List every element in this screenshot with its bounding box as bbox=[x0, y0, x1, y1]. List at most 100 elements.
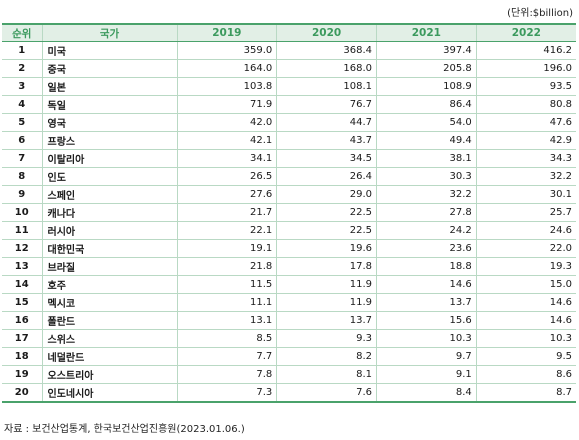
value-cell-2020: 368.4 bbox=[276, 41, 377, 60]
country-cell: 멕시코 bbox=[41, 293, 177, 312]
value-cell-2020: 9.3 bbox=[276, 329, 377, 348]
table-row: 1 미국 359.0 368.4 397.4 416.2 bbox=[2, 41, 576, 60]
value-cell-2019: 21.8 bbox=[176, 257, 277, 276]
value-cell-2021: 14.6 bbox=[376, 275, 477, 294]
value-cell-2020: 11.9 bbox=[276, 275, 377, 294]
header-year-2019: 2019 bbox=[176, 23, 277, 42]
value-cell-2021: 10.3 bbox=[376, 329, 477, 348]
rank-cell: 2 bbox=[2, 59, 42, 78]
value-cell-2020: 34.5 bbox=[276, 149, 377, 168]
value-cell-2022: 93.5 bbox=[475, 77, 576, 96]
value-cell-2022: 47.6 bbox=[475, 113, 576, 132]
value-cell-2022: 416.2 bbox=[475, 41, 576, 60]
unit-label: (단위:$billion) bbox=[507, 8, 573, 19]
value-cell-2020: 8.1 bbox=[276, 365, 377, 384]
rank-cell: 9 bbox=[2, 185, 42, 204]
value-cell-2021: 13.7 bbox=[376, 293, 477, 312]
value-cell-2020: 11.9 bbox=[276, 293, 377, 312]
country-cell: 프랑스 bbox=[41, 131, 177, 150]
value-cell-2020: 22.5 bbox=[276, 203, 377, 222]
value-cell-2019: 359.0 bbox=[176, 41, 277, 60]
value-cell-2019: 7.8 bbox=[176, 365, 277, 384]
table-row: 20 인도네시아 7.3 7.6 8.4 8.7 bbox=[2, 383, 576, 403]
value-cell-2021: 397.4 bbox=[376, 41, 477, 60]
value-cell-2020: 108.1 bbox=[276, 77, 377, 96]
table-row: 15 멕시코 11.1 11.9 13.7 14.6 bbox=[2, 293, 576, 312]
value-cell-2021: 15.6 bbox=[376, 311, 477, 330]
value-cell-2021: 30.3 bbox=[376, 167, 477, 186]
value-cell-2021: 18.8 bbox=[376, 257, 477, 276]
value-cell-2020: 44.7 bbox=[276, 113, 377, 132]
table-row: 10 캐나다 21.7 22.5 27.8 25.7 bbox=[2, 203, 576, 222]
header-year-2022: 2022 bbox=[475, 23, 576, 42]
header-year-2020: 2020 bbox=[276, 23, 377, 42]
value-cell-2020: 26.4 bbox=[276, 167, 377, 186]
value-cell-2019: 22.1 bbox=[176, 221, 277, 240]
table-row: 7 이탈리아 34.1 34.5 38.1 34.3 bbox=[2, 149, 576, 168]
value-cell-2019: 26.5 bbox=[176, 167, 277, 186]
value-cell-2021: 54.0 bbox=[376, 113, 477, 132]
rank-cell: 18 bbox=[2, 347, 42, 366]
rank-cell: 19 bbox=[2, 365, 42, 384]
table-row: 16 폴란드 13.1 13.7 15.6 14.6 bbox=[2, 311, 576, 330]
value-cell-2021: 38.1 bbox=[376, 149, 477, 168]
header-country: 국가 bbox=[41, 23, 177, 42]
country-cell: 대한민국 bbox=[41, 239, 177, 258]
value-cell-2019: 164.0 bbox=[176, 59, 277, 78]
country-cell: 스위스 bbox=[41, 329, 177, 348]
value-cell-2022: 24.6 bbox=[475, 221, 576, 240]
country-cell: 독일 bbox=[41, 95, 177, 114]
rank-cell: 8 bbox=[2, 167, 42, 186]
table-row: 14 호주 11.5 11.9 14.6 15.0 bbox=[2, 275, 576, 294]
value-cell-2019: 103.8 bbox=[176, 77, 277, 96]
country-cell: 오스트리아 bbox=[41, 365, 177, 384]
value-cell-2020: 19.6 bbox=[276, 239, 377, 258]
value-cell-2021: 32.2 bbox=[376, 185, 477, 204]
value-cell-2022: 14.6 bbox=[475, 293, 576, 312]
table-row: 11 러시아 22.1 22.5 24.2 24.6 bbox=[2, 221, 576, 240]
value-cell-2022: 10.3 bbox=[475, 329, 576, 348]
country-cell: 네덜란드 bbox=[41, 347, 177, 366]
value-cell-2019: 27.6 bbox=[176, 185, 277, 204]
table-row: 9 스페인 27.6 29.0 32.2 30.1 bbox=[2, 185, 576, 204]
value-cell-2020: 76.7 bbox=[276, 95, 377, 114]
value-cell-2019: 8.5 bbox=[176, 329, 277, 348]
value-cell-2022: 25.7 bbox=[475, 203, 576, 222]
table-row: 18 네덜란드 7.7 8.2 9.7 9.5 bbox=[2, 347, 576, 366]
table-row: 19 오스트리아 7.8 8.1 9.1 8.6 bbox=[2, 365, 576, 384]
value-cell-2022: 34.3 bbox=[475, 149, 576, 168]
value-cell-2021: 9.7 bbox=[376, 347, 477, 366]
table-row: 12 대한민국 19.1 19.6 23.6 22.0 bbox=[2, 239, 576, 258]
value-cell-2021: 108.9 bbox=[376, 77, 477, 96]
rank-cell: 20 bbox=[2, 383, 42, 403]
rank-cell: 7 bbox=[2, 149, 42, 168]
rank-cell: 4 bbox=[2, 95, 42, 114]
value-cell-2019: 7.3 bbox=[176, 383, 277, 403]
rank-cell: 3 bbox=[2, 77, 42, 96]
country-cell: 영국 bbox=[41, 113, 177, 132]
value-cell-2020: 13.7 bbox=[276, 311, 377, 330]
table-row: 6 프랑스 42.1 43.7 49.4 42.9 bbox=[2, 131, 576, 150]
value-cell-2022: 14.6 bbox=[475, 311, 576, 330]
value-cell-2022: 196.0 bbox=[475, 59, 576, 78]
table-row: 13 브라질 21.8 17.8 18.8 19.3 bbox=[2, 257, 576, 276]
value-cell-2019: 42.0 bbox=[176, 113, 277, 132]
rank-cell: 17 bbox=[2, 329, 42, 348]
value-cell-2019: 21.7 bbox=[176, 203, 277, 222]
table-row: 8 인도 26.5 26.4 30.3 32.2 bbox=[2, 167, 576, 186]
table-row: 3 일본 103.8 108.1 108.9 93.5 bbox=[2, 77, 576, 96]
value-cell-2022: 8.7 bbox=[475, 383, 576, 403]
value-cell-2021: 9.1 bbox=[376, 365, 477, 384]
value-cell-2020: 17.8 bbox=[276, 257, 377, 276]
country-cell: 호주 bbox=[41, 275, 177, 294]
value-cell-2021: 27.8 bbox=[376, 203, 477, 222]
value-cell-2019: 11.1 bbox=[176, 293, 277, 312]
rank-cell: 12 bbox=[2, 239, 42, 258]
country-cell: 캐나다 bbox=[41, 203, 177, 222]
rank-cell: 13 bbox=[2, 257, 42, 276]
value-cell-2022: 9.5 bbox=[475, 347, 576, 366]
value-cell-2020: 43.7 bbox=[276, 131, 377, 150]
country-cell: 중국 bbox=[41, 59, 177, 78]
value-cell-2019: 71.9 bbox=[176, 95, 277, 114]
value-cell-2022: 30.1 bbox=[475, 185, 576, 204]
